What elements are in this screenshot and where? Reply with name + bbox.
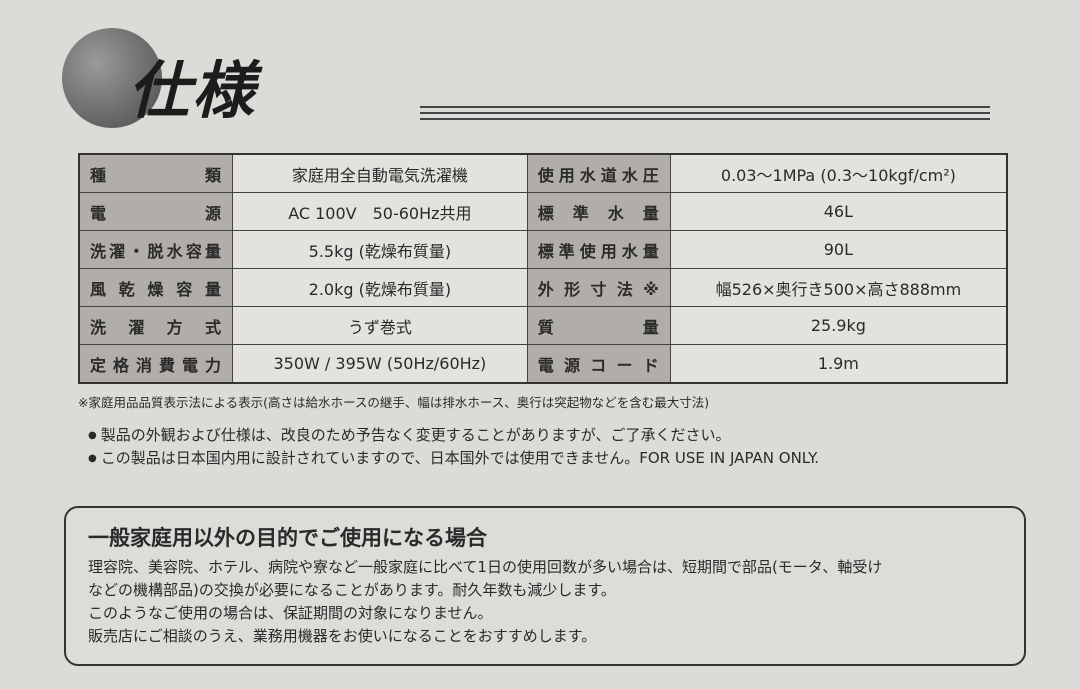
spec-label: 洗濯方式 [78, 306, 233, 345]
notice-box: 一般家庭用以外の目的でご使用になる場合 理容院、美容院、ホテル、病院や寮など一般… [64, 506, 1026, 666]
table-row: 風乾燥容量 2.0kg (乾燥布質量) 外形寸法※ 幅526×奥行き500×高さ888… [78, 268, 1008, 307]
spec-value: 46L [669, 192, 1008, 231]
spec-label: 標準使用水量 [526, 230, 671, 269]
table-row: 電源 AC 100V 50-60Hz共用 標準水量 46L [78, 192, 1008, 231]
page-title: 仕様 [128, 54, 257, 127]
box-line: このようなご使用の場合は、保証期間の対象になりません。 [88, 604, 493, 622]
box-title: 一般家庭用以外の目的でご使用になる場合 [88, 526, 487, 550]
spec-value: AC 100V 50-60Hz共用 [232, 192, 528, 231]
spec-value: 1.9m [669, 344, 1008, 384]
spec-label: 電源 [78, 192, 233, 231]
table-row: 洗濯・脱水容量 5.5kg (乾燥布質量) 標準使用水量 90L [78, 230, 1008, 269]
spec-value: 0.03〜1MPa (0.3〜10kgf/cm²) [669, 153, 1008, 193]
box-line: 販売店にご相談のうえ、業務用機器をお使いになることをおすすめします。 [88, 627, 597, 645]
spec-value: 2.0kg (乾燥布質量) [232, 268, 528, 307]
rule [420, 106, 990, 108]
spec-label: 質量 [526, 306, 671, 345]
table-row: 種類 家庭用全自動電気洗濯機 使用水道水圧 0.03〜1MPa (0.3〜10kgf/… [78, 153, 1008, 193]
spec-value: 90L [669, 230, 1008, 269]
table-row: 定格消費電力 350W / 395W (50Hz/60Hz) 電源コード 1.9m [78, 344, 1008, 384]
box-line: 理容院、美容院、ホテル、病院や寮など一般家庭に比べて1日の使用回数が多い場合は、… [88, 558, 883, 576]
spec-label: 定格消費電力 [78, 344, 233, 384]
spec-label: 外形寸法※ [526, 268, 671, 307]
spec-table: 種類 家庭用全自動電気洗濯機 使用水道水圧 0.03〜1MPa (0.3〜10kgf/… [78, 153, 1008, 384]
spec-value: 25.9kg [669, 306, 1008, 345]
title-circle [62, 28, 162, 128]
spec-label: 風乾燥容量 [78, 268, 233, 307]
footnote: ※家庭用品品質表示法による表示(高さは給水ホースの継手、幅は排水ホース、奥行は突… [78, 395, 710, 410]
spec-label: 種類 [78, 153, 233, 193]
rule [420, 112, 990, 114]
spec-label: 電源コード [526, 344, 671, 384]
spec-value: うず巻式 [232, 306, 528, 345]
spec-value: 家庭用全自動電気洗濯機 [232, 153, 528, 193]
spec-label: 標準水量 [526, 192, 671, 231]
spec-value: 5.5kg (乾燥布質量) [232, 230, 528, 269]
box-line: などの機構部品)の交換が必要になることがあります。耐久年数も減少します。 [88, 581, 616, 599]
table-row: 洗濯方式 うず巻式 質量 25.9kg [78, 306, 1008, 345]
spec-label: 洗濯・脱水容量 [78, 230, 233, 269]
rule [420, 118, 990, 120]
note: この製品は日本国内用に設計されていますので、日本国外では使用できません。FOR … [88, 447, 819, 468]
note: 製品の外観および仕様は、改良のため予告なく変更することがありますが、ご了承くださ… [88, 424, 731, 445]
spec-value: 350W / 395W (50Hz/60Hz) [232, 344, 528, 384]
spec-value: 幅526×奥行き500×高さ888mm [669, 268, 1008, 307]
spec-label: 使用水道水圧 [526, 153, 671, 193]
